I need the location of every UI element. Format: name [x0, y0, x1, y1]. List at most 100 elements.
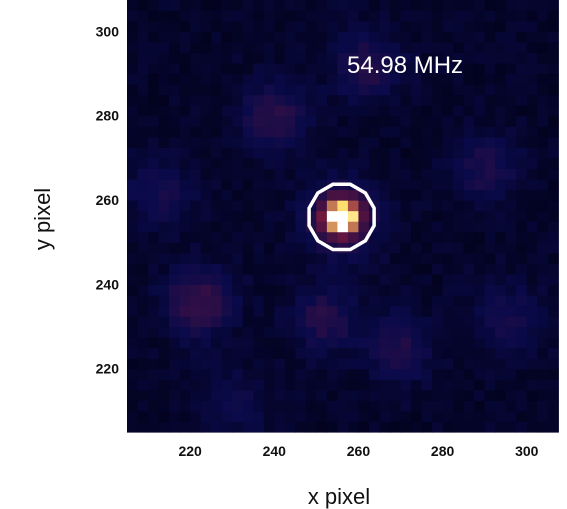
heatmap-cell — [358, 189, 370, 201]
heatmap-cell — [295, 337, 307, 349]
heatmap-cell — [295, 41, 307, 53]
heatmap-cell — [211, 358, 223, 370]
heatmap-cell — [400, 115, 412, 127]
heatmap-cell — [169, 221, 181, 233]
heatmap-cell — [295, 410, 307, 423]
heatmap-cell — [148, 368, 160, 380]
heatmap-cell — [221, 84, 233, 96]
heatmap-cell — [305, 368, 317, 380]
heatmap-cell — [337, 389, 349, 401]
heatmap-cell — [200, 294, 212, 307]
heatmap-cell — [253, 126, 265, 138]
heatmap-cell — [400, 62, 412, 75]
heatmap-cell — [284, 400, 296, 412]
heatmap-cell — [358, 94, 370, 106]
heatmap-cell — [400, 105, 412, 117]
heatmap-cell — [221, 200, 233, 212]
heatmap-cell — [463, 337, 475, 349]
heatmap-cell — [505, 347, 517, 359]
heatmap-cell — [211, 41, 223, 53]
heatmap-cell — [368, 242, 381, 254]
heatmap-cell — [295, 73, 307, 85]
heatmap-cell — [190, 189, 202, 201]
heatmap-cell — [516, 20, 528, 32]
heatmap-cell — [411, 94, 423, 106]
heatmap-cell — [453, 52, 465, 64]
heatmap-cell — [169, 326, 181, 338]
heatmap-cell — [547, 347, 559, 359]
heatmap-cell — [379, 358, 391, 370]
heatmap-cell — [148, 0, 160, 11]
heatmap-cell — [221, 421, 233, 433]
heatmap-cell — [337, 410, 349, 423]
heatmap-cell — [505, 273, 517, 285]
heatmap-cell — [127, 0, 139, 11]
heatmap-cell — [284, 31, 296, 43]
heatmap-cell — [516, 337, 528, 349]
heatmap-cell — [200, 73, 212, 85]
heatmap-cell — [368, 389, 381, 401]
heatmap-cell — [505, 221, 517, 233]
heatmap-cell — [432, 157, 444, 169]
heatmap-cell — [442, 252, 454, 264]
heatmap-cell — [274, 221, 286, 233]
heatmap-cell — [400, 379, 412, 391]
heatmap-cell — [200, 305, 212, 317]
heatmap-cell — [453, 84, 465, 96]
heatmap-cell — [316, 326, 328, 338]
heatmap-cell — [547, 305, 559, 317]
heatmap-cell — [137, 347, 149, 359]
heatmap-cell — [516, 84, 528, 96]
heatmap-cell — [316, 52, 328, 64]
heatmap-cell — [526, 178, 538, 191]
heatmap-cell — [169, 410, 181, 423]
heatmap-cell — [200, 0, 212, 11]
heatmap-cell — [232, 242, 244, 254]
heatmap-cell — [505, 136, 517, 148]
heatmap-cell — [432, 294, 444, 307]
heatmap-cell — [432, 284, 444, 296]
heatmap-cell — [421, 252, 433, 264]
heatmap-cell — [158, 347, 170, 359]
x-axis-ticks: 220 240 260 280 300 — [178, 443, 538, 459]
heatmap-cell — [463, 147, 475, 159]
heatmap-cell — [358, 252, 370, 264]
heatmap-cell — [526, 136, 538, 148]
heatmap-cell — [358, 347, 370, 359]
heatmap-cell — [263, 94, 275, 106]
heatmap-cell — [326, 94, 338, 106]
heatmap-cell — [232, 73, 244, 85]
heatmap-cell — [284, 410, 296, 423]
heatmap-cell — [400, 316, 412, 328]
heatmap-cell — [347, 189, 360, 201]
heatmap-cell — [453, 400, 465, 412]
heatmap-cell — [337, 157, 349, 169]
heatmap-cell — [432, 400, 444, 412]
heatmap-cell — [221, 284, 233, 296]
heatmap-cell — [495, 41, 507, 53]
heatmap-cell — [411, 252, 423, 264]
heatmap-cell — [274, 147, 286, 159]
heatmap-cell — [484, 157, 496, 169]
heatmap-cell — [127, 305, 139, 317]
heatmap-cell — [190, 347, 202, 359]
heatmap-cell — [547, 284, 559, 296]
heatmap-cell — [516, 0, 528, 11]
heatmap-cell — [516, 284, 528, 296]
heatmap-cell — [547, 294, 559, 307]
heatmap-cell — [463, 379, 475, 391]
heatmap-cell — [274, 126, 286, 138]
heatmap-cell — [379, 73, 391, 85]
heatmap-cell — [316, 263, 328, 275]
heatmap-cell — [400, 41, 412, 53]
heatmap-cell — [158, 168, 170, 180]
heatmap-cell — [453, 136, 465, 148]
heatmap-cell — [347, 305, 360, 317]
heatmap-cell — [389, 10, 402, 22]
heatmap-cell — [232, 368, 244, 380]
heatmap-cell — [137, 379, 149, 391]
heatmap-cell — [411, 400, 423, 412]
heatmap-cell — [537, 115, 549, 127]
heatmap-cell — [200, 210, 212, 222]
heatmap-cell — [358, 52, 370, 64]
